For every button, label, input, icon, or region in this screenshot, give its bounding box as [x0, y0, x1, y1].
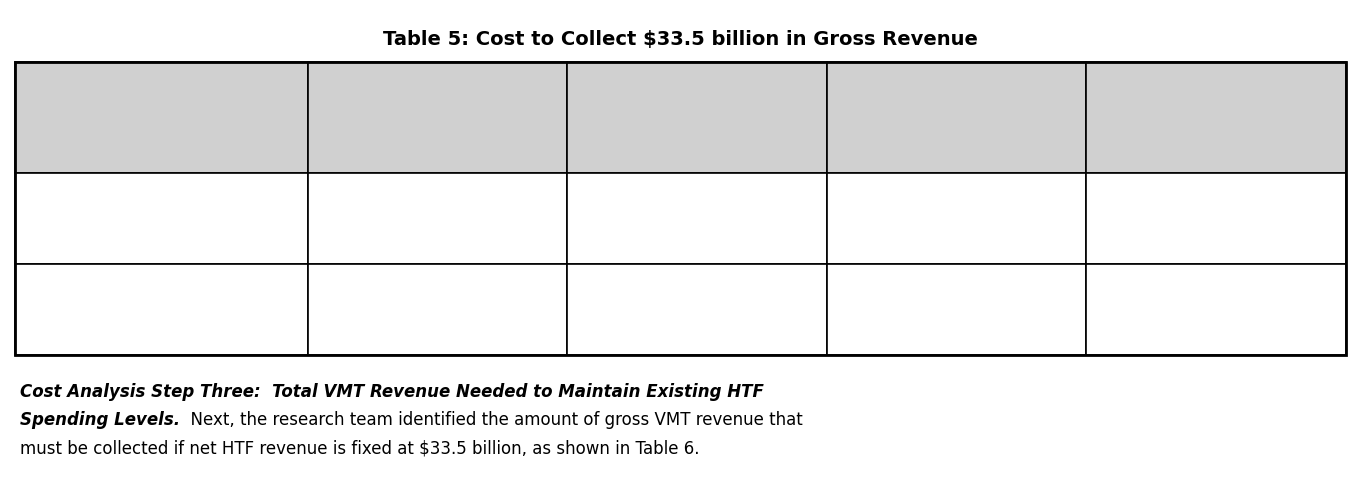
- Text: Tax Method: Tax Method: [109, 110, 214, 125]
- Text: 40.00%: 40.00%: [667, 302, 728, 317]
- Text: Next, the research team identified the amount of gross VMT revenue that: Next, the research team identified the a…: [180, 412, 803, 430]
- Text: $33,506,561,773: $33,506,561,773: [369, 211, 506, 226]
- Text: VMT Tax with 40%
Overhead: VMT Tax with 40% Overhead: [27, 293, 191, 326]
- Text: Cost Analysis Step Three:  Total VMT Revenue Needed to Maintain Existing HTF: Cost Analysis Step Three: Total VMT Reve…: [20, 383, 764, 401]
- Text: 0.20%: 0.20%: [672, 211, 723, 226]
- Text: $33,439,548,650: $33,439,548,650: [1147, 211, 1285, 226]
- Text: must be collected if net HTF revenue is fixed at $33.5 billion, as shown in Tabl: must be collected if net HTF revenue is …: [20, 440, 700, 458]
- Text: Gross Revenue
Collected: Gross Revenue Collected: [370, 101, 505, 134]
- Text: $33,506,561,773: $33,506,561,773: [369, 302, 506, 317]
- Text: Collection Cost: Collection Cost: [889, 110, 1025, 125]
- Text: $67,013,124: $67,013,124: [906, 211, 1007, 226]
- Text: Table 5: Cost to Collect $33.5 billion in Gross Revenue: Table 5: Cost to Collect $33.5 billion i…: [382, 30, 979, 49]
- Text: Net Revenue for
Transportation: Net Revenue for Transportation: [1142, 101, 1290, 134]
- Text: $20,103,937,064: $20,103,937,064: [1147, 302, 1285, 317]
- Text: $13,402,624,709: $13,402,624,709: [889, 302, 1025, 317]
- Text: Spending Levels.: Spending Levels.: [20, 412, 180, 430]
- Text: Existing Federal
Fuel Tax: Existing Federal Fuel Tax: [27, 203, 173, 235]
- Text: Cost to Collect
(% of Gross): Cost to Collect (% of Gross): [632, 101, 764, 134]
